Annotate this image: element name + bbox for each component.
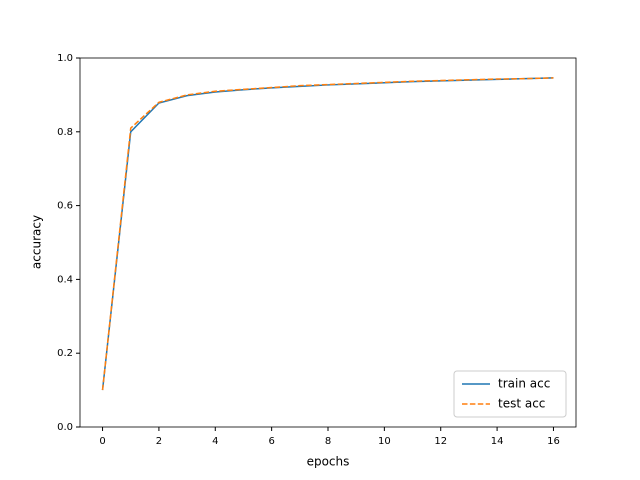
y-tick-label: 0.8 [57, 127, 73, 138]
legend-box [453, 370, 567, 418]
data-line [101, 77, 554, 391]
x-axis-label: epochs [307, 455, 350, 469]
y-axis-label: accuracy [30, 215, 44, 269]
x-tick-label: 4 [212, 436, 218, 447]
x-tick-label: 2 [156, 436, 162, 447]
x-tick-label: 8 [325, 436, 331, 447]
y-tick-label: 0.0 [57, 422, 73, 433]
x-tick-label: 16 [547, 436, 560, 447]
legend-label: train acc [498, 377, 550, 391]
x-tick-label: 10 [378, 436, 391, 447]
legend-label: test acc [498, 397, 545, 411]
x-tick-label: 14 [491, 436, 504, 447]
y-tick-label: 1.0 [57, 53, 73, 64]
x-tick-label: 6 [268, 436, 274, 447]
plot-frame [79, 57, 577, 428]
y-tick-label: 0.6 [57, 201, 73, 212]
x-tick-label: 0 [99, 436, 105, 447]
data-line [101, 77, 554, 391]
x-tick-label: 12 [434, 436, 447, 447]
y-tick-label: 0.4 [57, 274, 73, 285]
y-tick-label: 0.2 [57, 348, 73, 359]
